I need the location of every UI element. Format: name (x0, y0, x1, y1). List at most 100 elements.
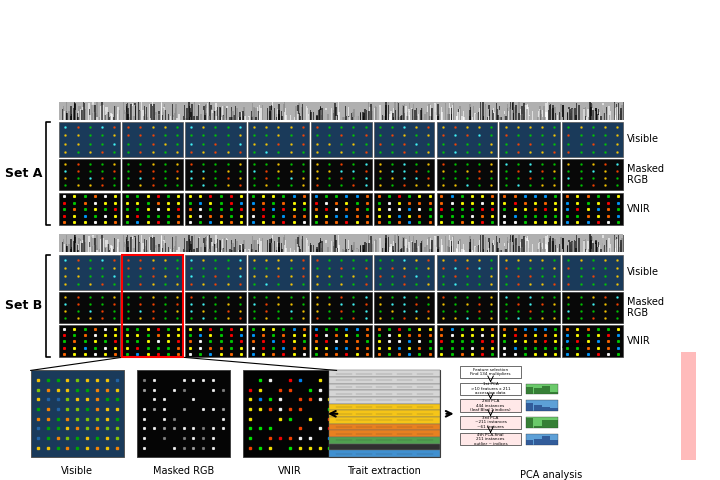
Bar (188, 235, 190, 252)
Bar (384, 116, 385, 120)
Bar (521, 107, 523, 120)
Bar (209, 249, 210, 252)
Bar (574, 240, 575, 252)
Bar (411, 241, 413, 252)
Bar (608, 106, 611, 120)
Bar (84, 242, 86, 252)
Bar (507, 237, 508, 252)
Bar (585, 240, 586, 252)
Bar (348, 249, 349, 252)
Bar (311, 122, 372, 157)
Bar (204, 104, 206, 120)
Bar (616, 251, 618, 252)
Bar (67, 248, 68, 252)
Bar (77, 113, 78, 120)
Bar (404, 104, 405, 120)
Bar (152, 107, 153, 120)
Bar (134, 238, 135, 252)
Bar (282, 116, 283, 120)
Bar (105, 115, 107, 120)
Bar (63, 240, 64, 252)
Bar (189, 117, 190, 120)
Bar (418, 114, 419, 120)
Bar (364, 113, 365, 120)
Bar (401, 115, 403, 120)
Bar (407, 112, 408, 120)
Bar (456, 248, 457, 252)
Bar (438, 114, 440, 120)
Bar (198, 105, 200, 120)
Bar (528, 116, 530, 120)
Bar (269, 239, 271, 252)
Bar (214, 108, 215, 120)
Bar (262, 238, 264, 252)
Bar (384, 115, 386, 120)
Bar (526, 403, 534, 411)
Bar (595, 243, 597, 252)
Bar (588, 117, 589, 120)
Bar (614, 117, 616, 120)
Bar (388, 102, 390, 120)
Bar (145, 114, 146, 120)
Bar (243, 371, 336, 457)
Bar (243, 249, 245, 252)
Bar (248, 292, 309, 323)
Bar (127, 114, 129, 120)
Bar (414, 243, 416, 252)
Bar (161, 235, 162, 252)
Bar (94, 238, 95, 252)
Bar (302, 240, 303, 252)
Bar (562, 193, 623, 225)
Bar (173, 248, 174, 252)
Bar (210, 105, 212, 120)
Bar (500, 122, 560, 157)
Bar (310, 110, 311, 120)
Bar (320, 108, 321, 120)
Bar (507, 108, 508, 120)
Bar (165, 248, 166, 252)
Bar (550, 104, 551, 120)
Bar (207, 103, 208, 120)
Bar (80, 239, 81, 252)
Bar (165, 115, 166, 120)
Bar (80, 109, 81, 120)
Bar (150, 118, 151, 120)
Bar (78, 111, 79, 120)
Bar (372, 106, 373, 120)
Bar (497, 248, 499, 252)
Bar (374, 122, 434, 157)
Bar (447, 114, 449, 120)
Bar (614, 104, 616, 120)
Bar (204, 237, 206, 252)
Bar (497, 242, 498, 252)
Bar (307, 249, 309, 252)
Bar (124, 242, 125, 252)
Bar (115, 239, 117, 252)
Bar (209, 117, 210, 120)
Bar (434, 112, 436, 120)
Bar (569, 242, 570, 252)
Bar (480, 102, 481, 120)
Bar (457, 244, 459, 252)
Bar (82, 240, 84, 252)
Bar (149, 104, 150, 120)
Bar (185, 122, 246, 157)
Bar (504, 114, 505, 120)
Bar (559, 244, 560, 252)
Bar (387, 238, 390, 252)
Bar (68, 111, 70, 120)
Bar (478, 245, 480, 252)
Bar (321, 108, 323, 120)
Bar (155, 112, 156, 120)
Bar (549, 117, 551, 120)
Bar (621, 106, 623, 120)
Bar (404, 246, 405, 252)
Bar (527, 107, 528, 120)
Bar (578, 238, 580, 252)
Bar (449, 236, 450, 252)
Bar (526, 241, 528, 252)
Bar (158, 114, 160, 120)
Bar (507, 104, 508, 120)
Bar (436, 236, 438, 252)
Bar (131, 105, 132, 120)
